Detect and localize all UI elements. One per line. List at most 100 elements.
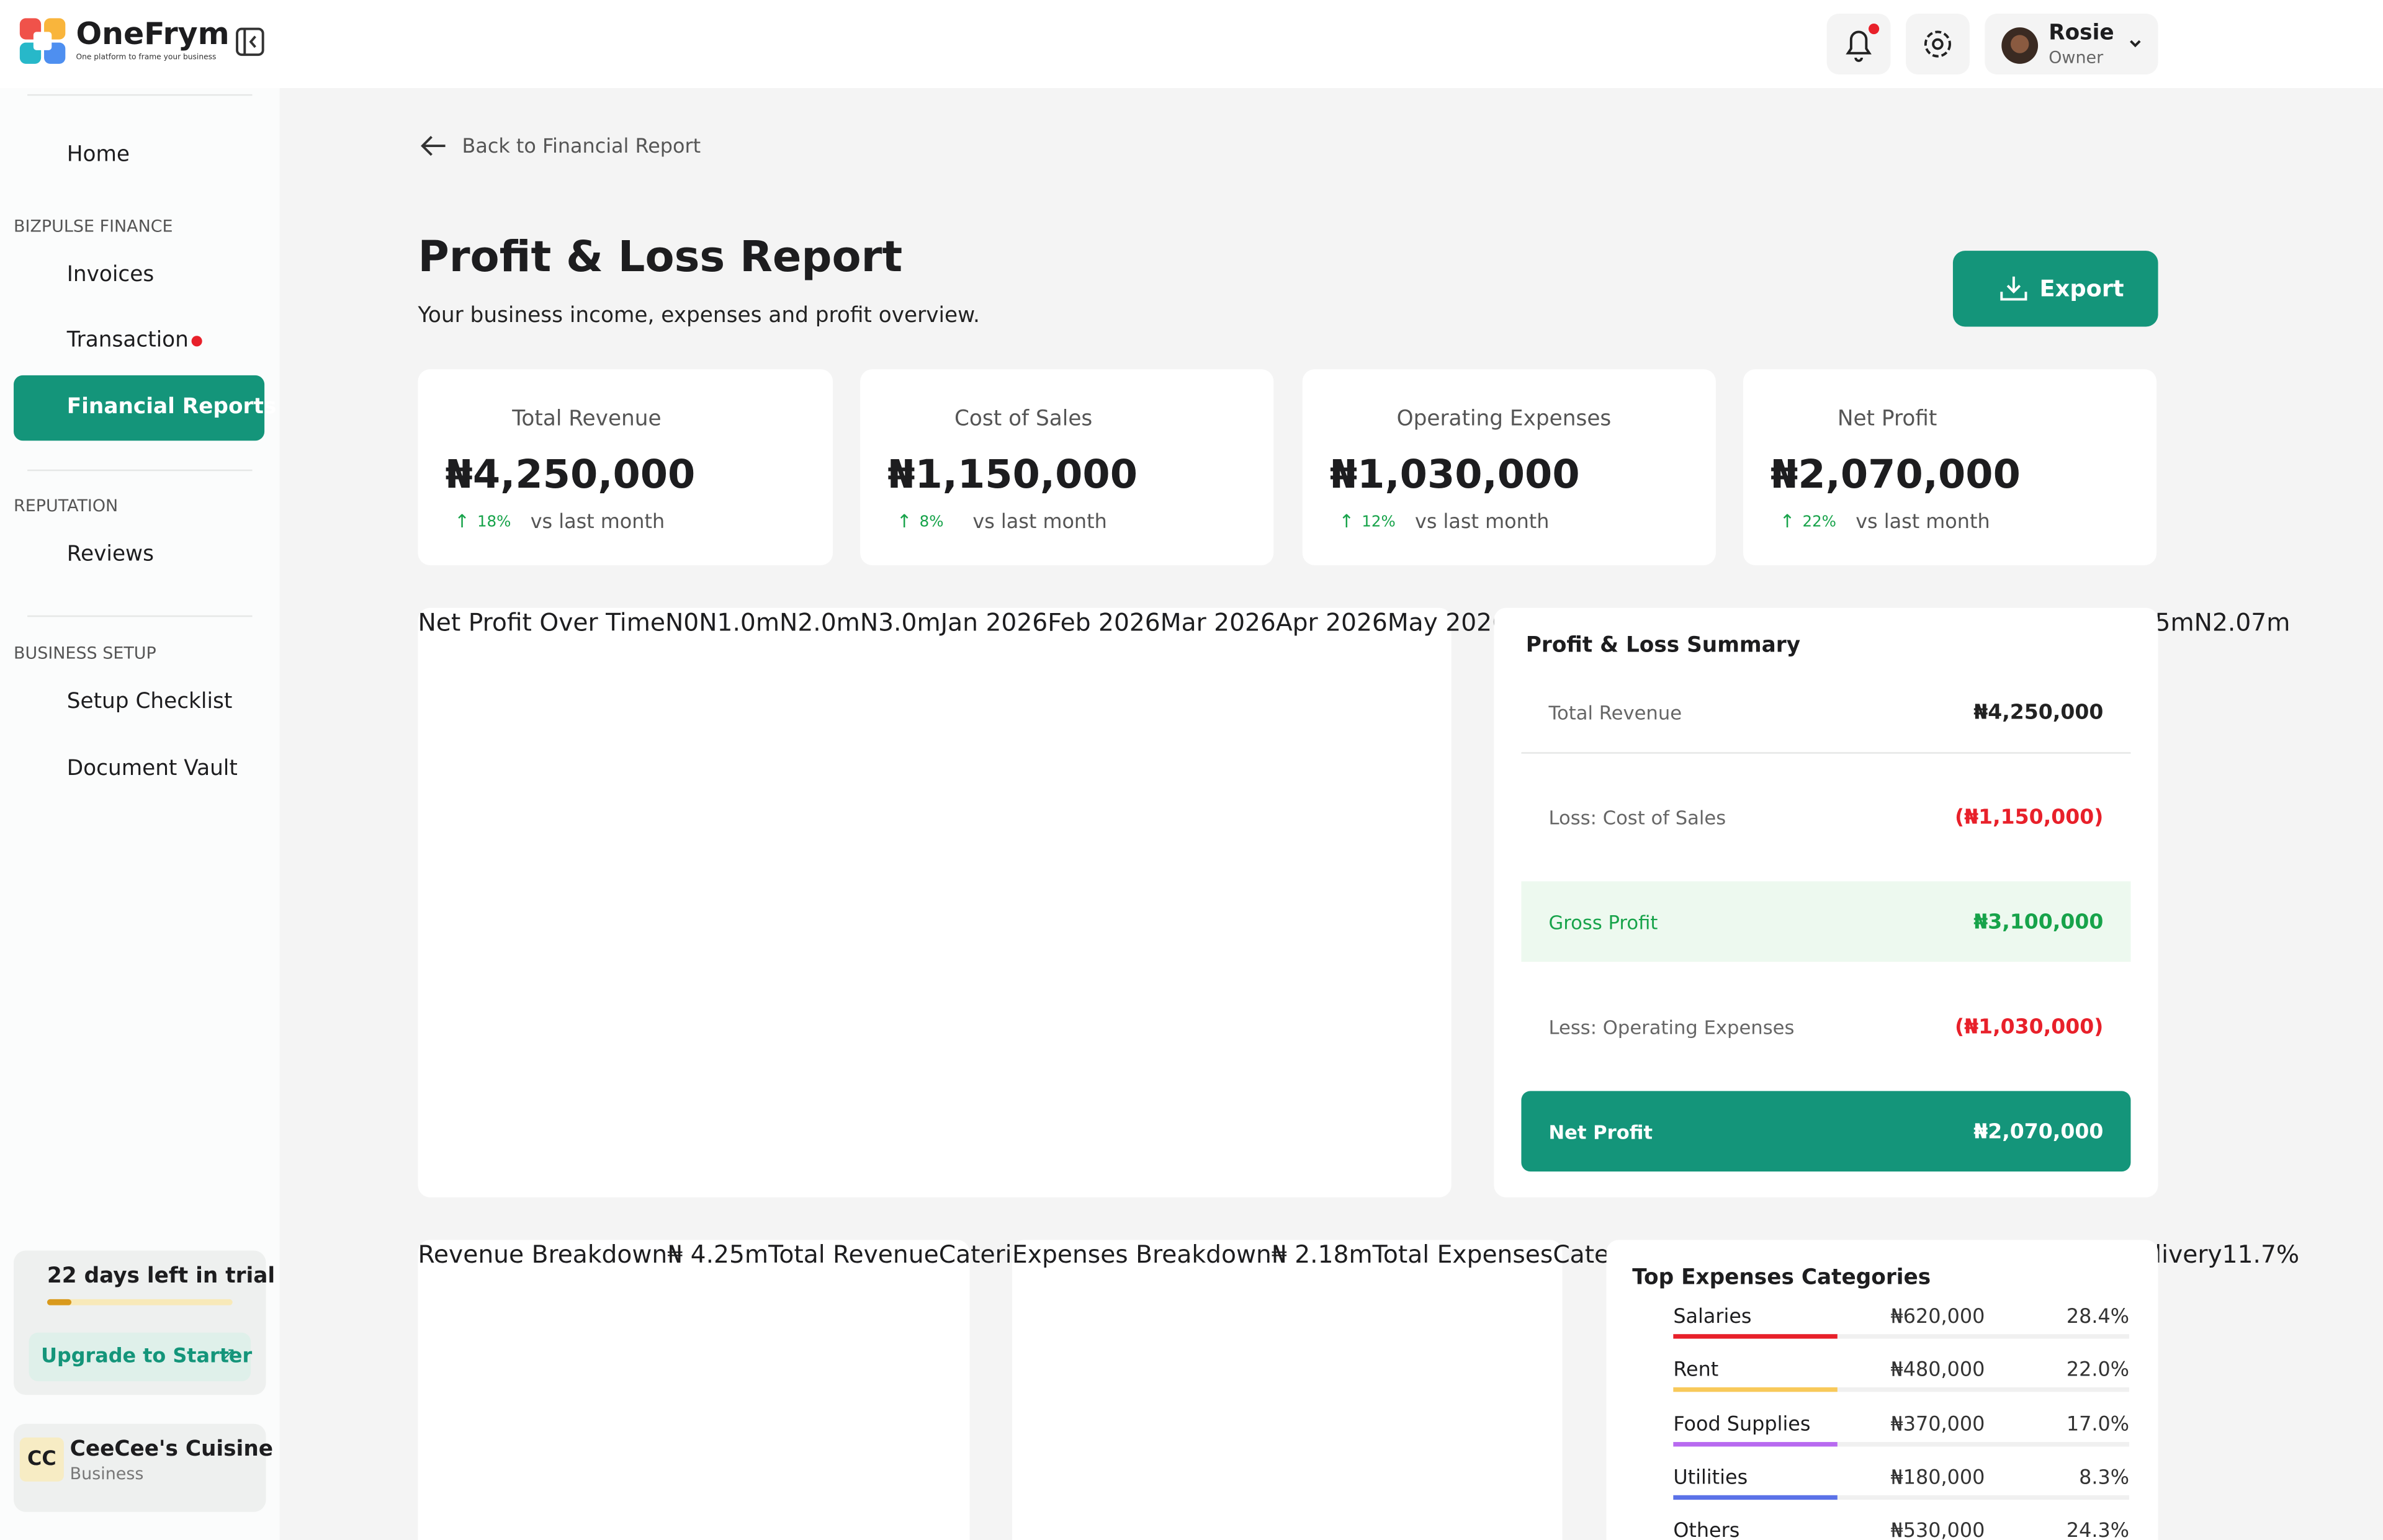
x-tick-label: Jan 2026	[940, 607, 1048, 637]
export-label[interactable]: Export	[2039, 275, 2124, 303]
trial-text: 22 days left in trial	[47, 1264, 276, 1289]
export-button[interactable]: Export	[1952, 251, 2158, 327]
brand-name: OneFrym	[76, 15, 230, 52]
category-bar	[1673, 1495, 1838, 1500]
summary-label: Total Revenue	[1548, 701, 1682, 724]
kpi-change: 8%	[919, 514, 944, 531]
notifications-button[interactable]	[1826, 14, 1891, 75]
chart-title: Expenses Breakdown	[1012, 1240, 1272, 1269]
external-icon: ↗	[222, 1344, 236, 1364]
nav-section-title: REPUTATION	[14, 496, 119, 516]
kpi-card: Cost of Sales ₦1,150,000 ↑ 8% vs last month	[860, 369, 1274, 566]
summary-label: Gross Profit	[1548, 911, 1658, 934]
nav-item[interactable]: Invoices	[66, 262, 155, 287]
nav-item[interactable]: Home	[66, 143, 130, 168]
download-icon	[2000, 276, 2027, 301]
upgrade-link[interactable]: Upgrade to Starter	[41, 1345, 253, 1369]
divider	[27, 615, 253, 617]
revenue-breakdown-card: Revenue Breakdown₦ 4.25mTotal RevenueCat…	[418, 1240, 1507, 1540]
trial-progress-track	[47, 1299, 233, 1305]
category-name: Salaries	[1673, 1305, 1752, 1329]
nav-item[interactable]: Reviews	[66, 542, 154, 567]
kpi-change: 22%	[1802, 514, 1836, 531]
nav-item[interactable]: Transaction	[66, 328, 189, 353]
collapse-button[interactable]	[236, 27, 265, 56]
brand-tagline: One platform to frame your business	[76, 53, 217, 63]
category-track	[1673, 1387, 2130, 1392]
user-name: Rosie	[2049, 21, 2114, 46]
user-menu[interactable]	[1985, 14, 2158, 75]
kpi-card: Total Revenue ₦4,250,000 ↑ 18% vs last month	[418, 369, 833, 566]
kpi-card: Net Profit ₦2,070,000 ↑ 22% vs last month	[1743, 369, 2157, 566]
user-role: Owner	[2049, 48, 2104, 68]
row-highlight	[1521, 881, 2131, 962]
line-chart-card: Net Profit Over TimeN0N1.0mN2.0mN3.0mJan…	[418, 607, 2290, 1198]
category-amount: ₦370,000	[1890, 1413, 1985, 1436]
x-tick-label: Feb 2026	[1048, 607, 1160, 637]
page-subtitle: Your business income, expenses and profi…	[418, 303, 980, 328]
category-bar	[1673, 1387, 1838, 1392]
category-track	[1673, 1334, 2130, 1339]
chart-title: Net Profit Over Time	[418, 607, 665, 637]
kpi-note: vs last month	[1856, 511, 1990, 534]
divider	[27, 469, 253, 472]
upgrade-button[interactable]	[29, 1332, 251, 1382]
kpi-label: Operating Expenses	[1396, 407, 1612, 432]
summary-card: Profit & Loss Summary Total Revenue ₦4,250…	[1494, 607, 2158, 1198]
category-amount: ₦530,000	[1890, 1520, 1985, 1540]
top-expenses-card: Top Expenses Categories Salaries ₦620,000 2…	[1606, 1240, 2158, 1540]
kpi-value: ₦1,150,000	[887, 452, 1138, 499]
center-label: Total Expenses	[1372, 1240, 1553, 1269]
kpi-note: vs last month	[530, 511, 665, 534]
avatar	[2001, 27, 2039, 64]
summary-value: (₦1,150,000)	[1955, 805, 2104, 830]
nav-item[interactable]: Setup Checklist	[66, 689, 233, 715]
kpi-arrow: ↑	[896, 510, 912, 532]
legend-value: 11.7%	[2222, 1240, 2300, 1269]
settings-button[interactable]	[1906, 14, 1970, 75]
kpi-card: Operating Expenses ₦1,030,000 ↑ 12% vs last …	[1302, 369, 1716, 566]
summary-value: ₦3,100,000	[1973, 910, 2104, 935]
back-link[interactable]: Back to Financial Report	[462, 136, 701, 159]
x-tick-label: Mar 2026	[1160, 607, 1276, 637]
kpi-label: Net Profit	[1837, 407, 1937, 432]
trial-progress-fill	[47, 1299, 72, 1305]
y-tick-label: N0	[665, 607, 699, 637]
summary-value: ₦4,250,000	[1973, 700, 2104, 725]
kpi-note: vs last month	[972, 511, 1107, 534]
y-tick-label: N2.0m	[779, 607, 860, 637]
business-name: CeeCee's Cuisine	[70, 1437, 273, 1462]
category-name: Utilities	[1673, 1467, 1748, 1490]
x-tick-label: Apr 2026	[1275, 607, 1388, 637]
category-amount: ₦480,000	[1890, 1359, 1985, 1383]
x-tick-label: May 2026	[1387, 607, 1508, 637]
category-bar	[1673, 1441, 1838, 1446]
kpi-arrow: ↑	[1339, 510, 1355, 532]
center-value: ₦ 2.18m	[1271, 1240, 1373, 1269]
nav-active-bg	[14, 375, 265, 441]
summary-label: Net Profit	[1548, 1121, 1653, 1144]
value-label: N2.07m	[2194, 607, 2291, 637]
nav-section-title: BUSINESS SETUP	[14, 643, 156, 663]
kpi-label: Total Revenue	[512, 407, 662, 432]
summary-value: (₦1,030,000)	[1955, 1014, 2104, 1040]
divider	[27, 94, 253, 96]
category-share: 24.3%	[2066, 1520, 2130, 1540]
kpi-label: Cost of Sales	[954, 407, 1093, 432]
back-arrow[interactable]	[420, 134, 447, 158]
gear-icon	[1924, 30, 1952, 58]
expenses-breakdown-card: Expenses Breakdown₦ 2.18mTotal ExpensesC…	[1012, 1240, 2299, 1540]
chevron-icon	[2130, 40, 2141, 48]
nav-item[interactable]: Document Vault	[66, 756, 238, 781]
summary-label: Less: Operating Expenses	[1548, 1016, 1795, 1039]
unread-dot	[191, 336, 202, 347]
category-track	[1673, 1495, 2130, 1500]
divider	[1521, 752, 2131, 754]
center-value: ₦ 4.25m	[667, 1240, 769, 1269]
row-highlight	[1521, 1091, 2131, 1172]
category-amount: ₦620,000	[1890, 1305, 1985, 1329]
nav-item[interactable]: Financial Reports	[66, 395, 277, 419]
business-type: Business	[70, 1464, 144, 1484]
